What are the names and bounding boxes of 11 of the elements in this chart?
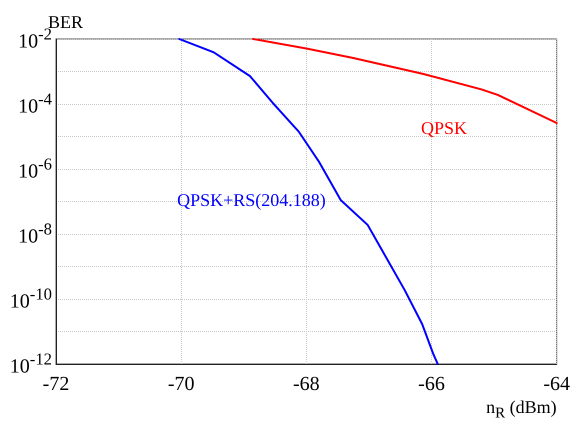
y-tick-label: 10$^{-8}$: [18, 220, 52, 248]
x-tick-label: -64: [543, 373, 570, 395]
x-axis-title: n$_{R}$ (dBm): [486, 397, 557, 421]
y-tick-label: 10$^{-4}$: [18, 90, 52, 118]
x-tick-label: -68: [293, 373, 320, 395]
series-label: QPSK+RS(204.188): [177, 190, 326, 210]
y-tick-label: 10$^{-10}$: [10, 284, 52, 312]
y-tick-label: 10$^{-6}$: [18, 154, 52, 182]
x-tick-label: -66: [418, 373, 445, 395]
series-label: QPSK: [420, 118, 468, 138]
x-tick-label: -70: [168, 373, 195, 395]
